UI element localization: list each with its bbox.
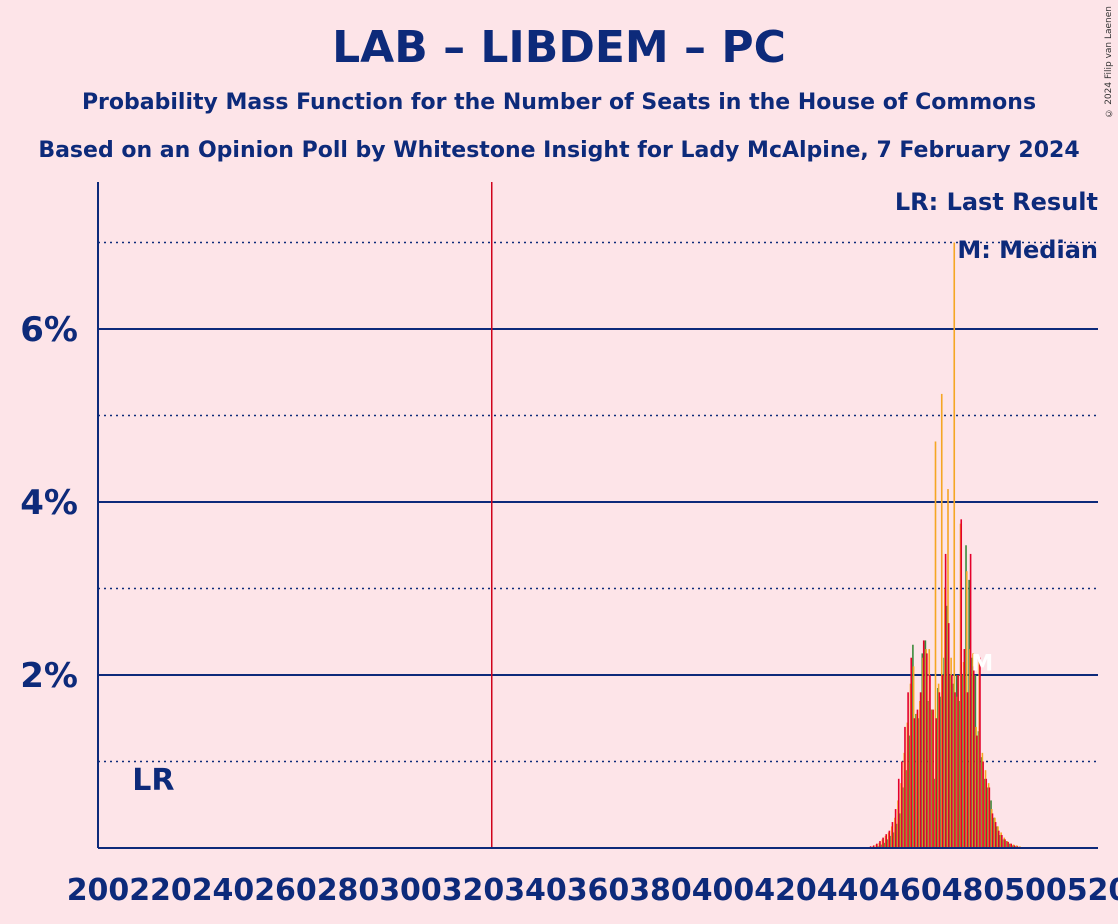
x-tick-label: 480 [942,873,1005,908]
bar-red [910,657,913,848]
bar-red [988,787,991,848]
bar-red [894,809,897,848]
x-tick-label: 360 [567,873,630,908]
chart-title: LAB – LIBDEM – PC [332,22,786,73]
x-tick-label: 460 [879,873,942,908]
bar-red [941,675,944,848]
bar-red [997,830,1000,848]
x-tick-label: 320 [442,873,505,908]
bar-red [882,837,884,848]
bar-red [991,813,994,848]
bar-red [1010,843,1013,848]
x-tick-label: 200 [67,873,130,908]
y-tick-label: 4% [20,483,78,523]
bar-red [972,666,975,848]
bar-red [1007,841,1009,848]
bar-red [935,718,938,848]
bar-red [916,709,919,848]
grid-lines [98,182,1098,848]
x-tick-label: 260 [254,873,317,908]
bar-red [982,761,984,848]
bar-orange [934,441,937,848]
bar-red [963,649,966,848]
bar-red [1001,835,1003,848]
y-tick-label: 2% [20,656,78,696]
bar-red [944,553,947,848]
bar-red [969,553,972,848]
bar-red [1004,839,1006,848]
bar-red [966,692,969,848]
x-tick-label: 440 [817,873,880,908]
bar-red [922,640,925,848]
tick-labels: 2%4%6%200 220 240 260 280 300 320 340 360 380 400 4… [20,310,1118,908]
bar-red [901,761,903,848]
x-tick-label: 300 [379,873,442,908]
bar-red [979,657,981,848]
x-tick-label: 240 [192,873,255,908]
x-tick-label: 280 [317,873,380,908]
bar-red [885,834,888,848]
bar-red [994,822,997,848]
bar-series [869,242,1034,848]
x-tick-label: 400 [692,873,755,908]
chart-source-line: Based on an Opinion Poll by Whitestone I… [38,138,1080,163]
bar-red [957,675,959,848]
bar-red [891,822,894,848]
bar-red [954,692,956,848]
bar-red [876,843,878,848]
bar-red [872,845,875,848]
bar-red [926,653,928,848]
axes [97,182,1098,849]
x-tick-label: 380 [629,873,692,908]
bar-red [976,735,978,848]
bar-red [919,692,922,848]
bar-red [938,692,941,848]
bar-red [888,830,891,848]
bar-red [904,726,906,848]
bar-red [913,718,916,848]
bar-red [947,623,950,848]
legend-median: M: Median [957,236,1098,264]
bar-red [879,841,881,848]
bar-red [985,778,988,848]
x-tick-label: 520 [1067,873,1118,908]
legend-last-result: LR: Last Result [895,188,1098,216]
bar-red [960,519,963,848]
x-tick-label: 220 [129,873,192,908]
bar-red [1013,845,1016,848]
bar-red [907,692,909,848]
x-tick-label: 420 [754,873,817,908]
chart-subtitle: Probability Mass Function for the Number… [81,90,1037,115]
bar-red [897,778,900,848]
y-tick-label: 6% [20,310,78,350]
median-marker: M [971,652,993,677]
bar-orange [953,242,956,848]
bar-red [951,675,953,848]
last-result-marker: LR [132,763,174,798]
bar-orange [940,393,943,848]
bar-red [929,675,931,848]
x-tick-label: 500 [1004,873,1067,908]
x-tick-label: 340 [504,873,567,908]
bar-red [932,709,934,848]
